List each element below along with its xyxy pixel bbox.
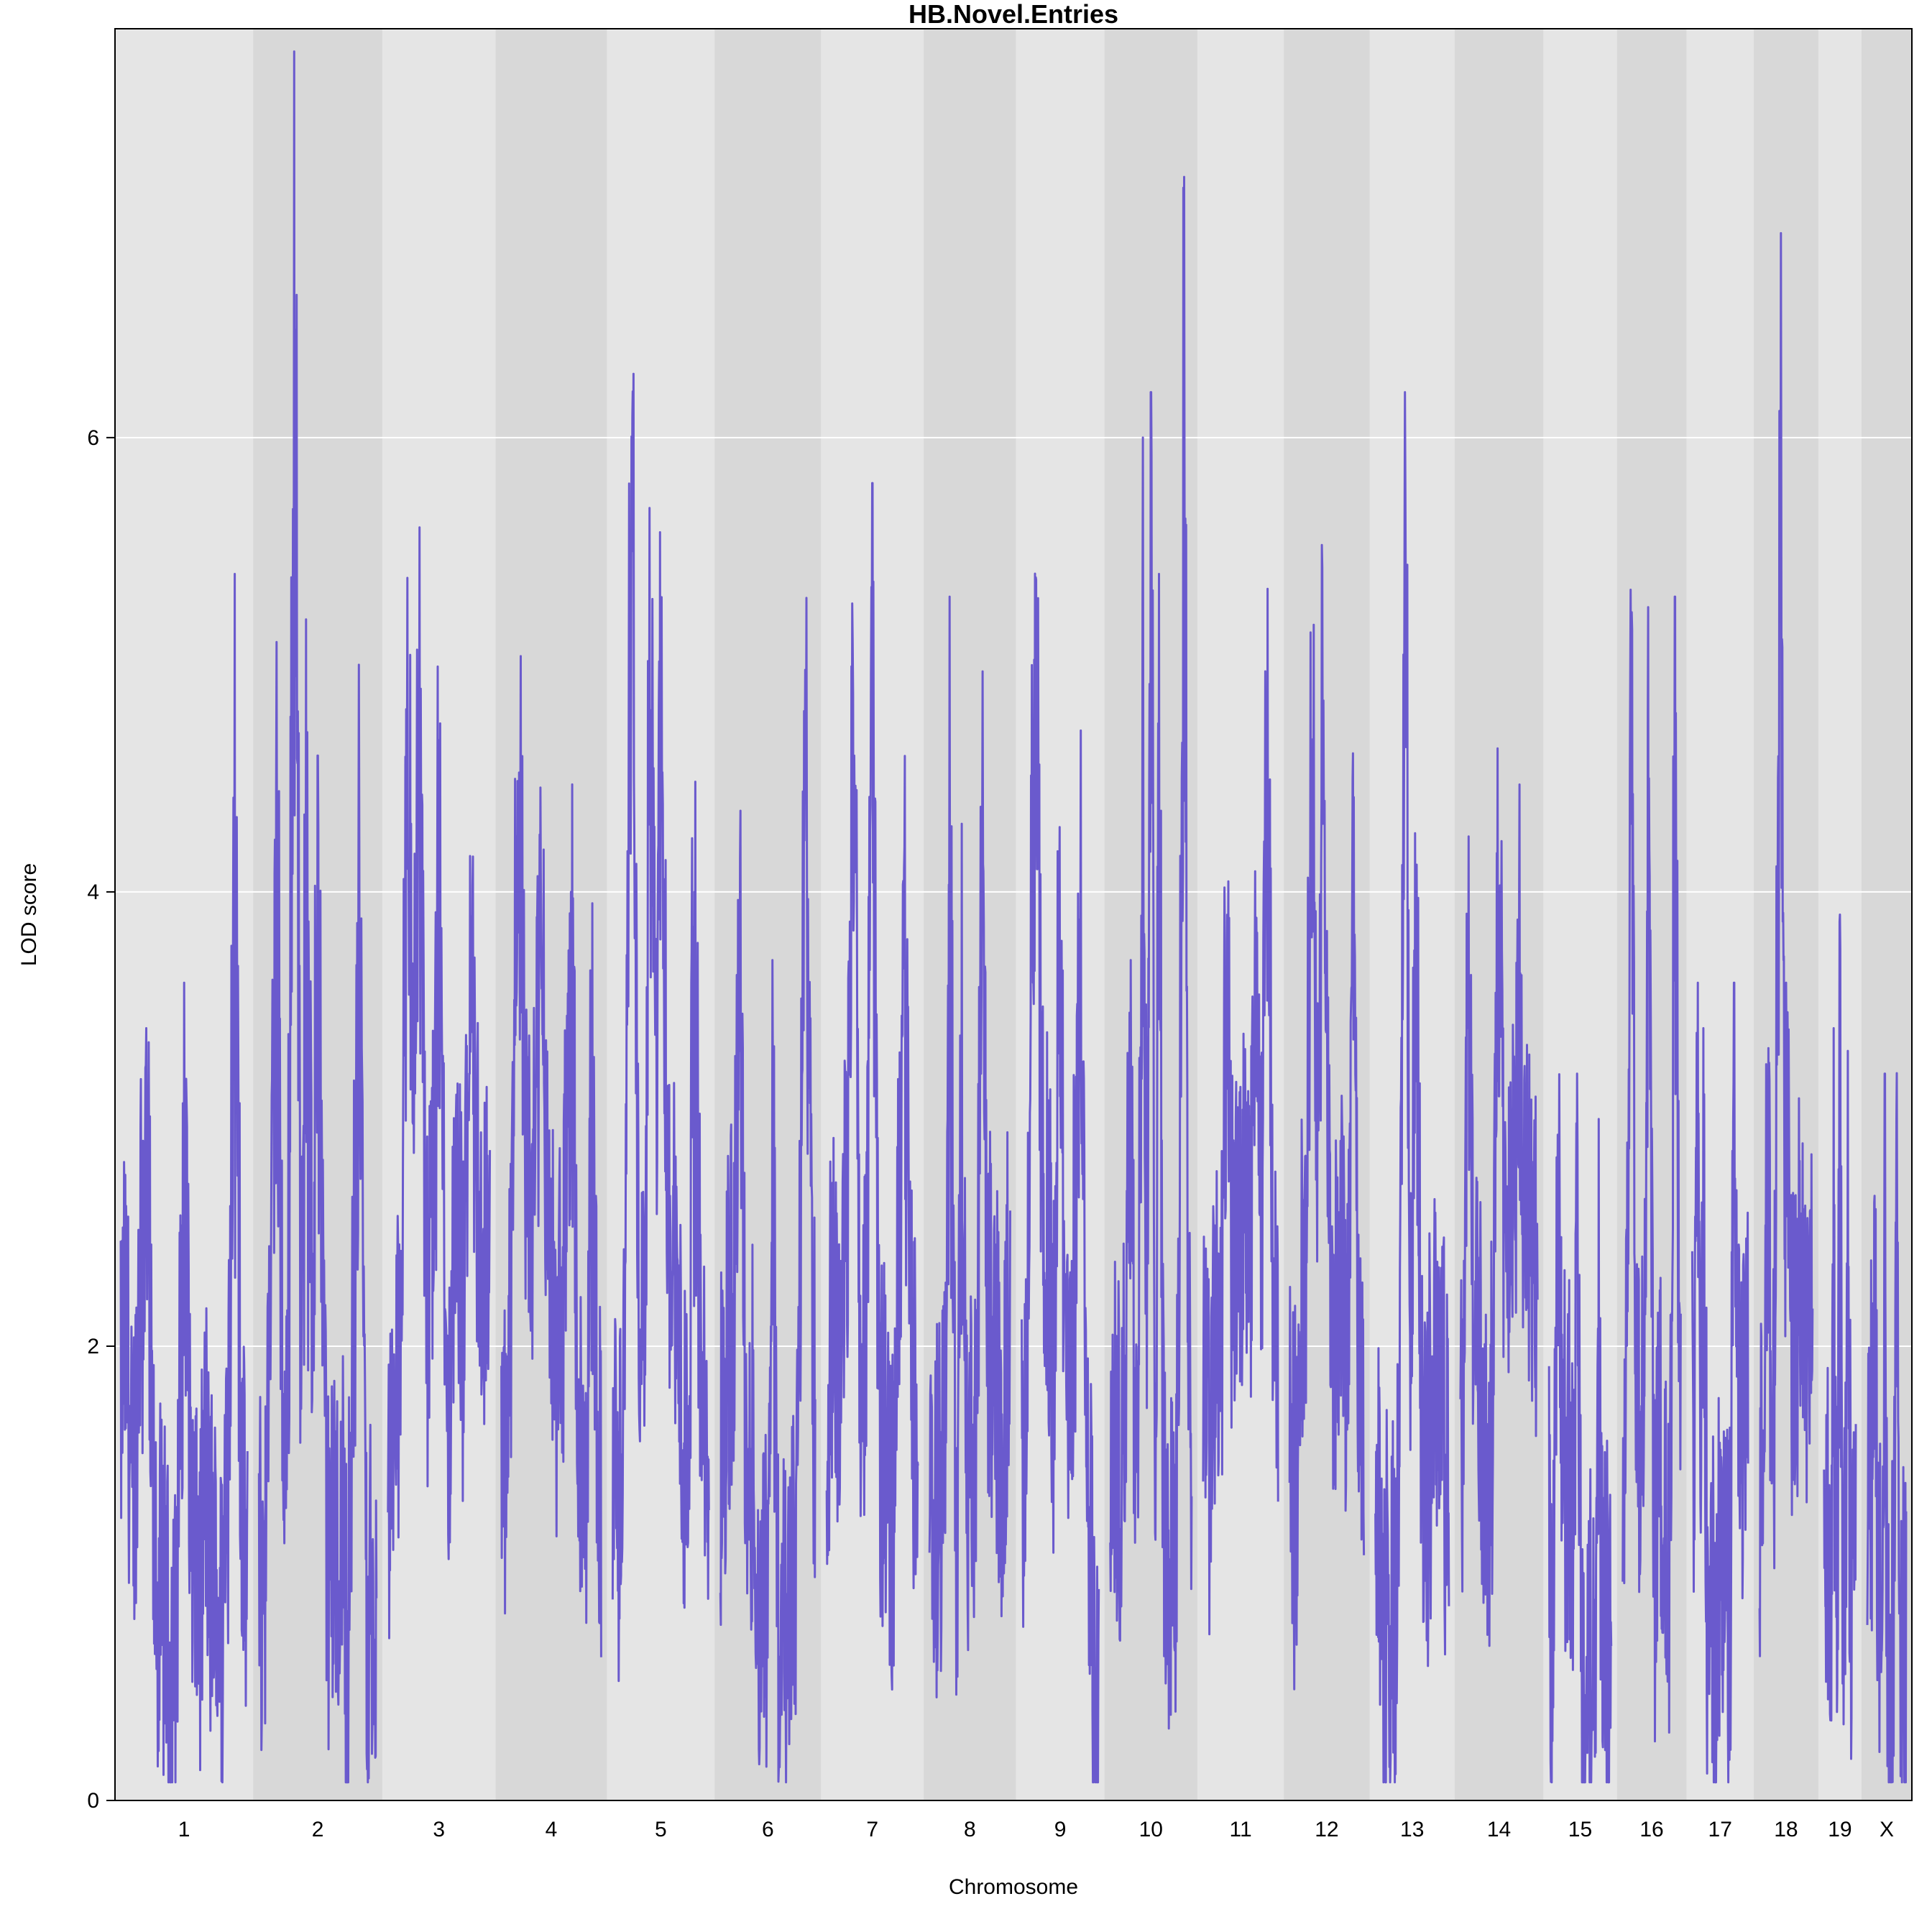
- chromosome-band-7: [821, 29, 924, 1800]
- x-tick-label: 17: [1708, 1818, 1732, 1841]
- lod-line-chr-17: [1690, 981, 1749, 1784]
- lod-line-chr-12: [1288, 543, 1366, 1690]
- lod-line-chr-11: [1202, 587, 1279, 1636]
- x-tick-label: 9: [1054, 1818, 1067, 1841]
- lod-line-chr-X: [1866, 1072, 1908, 1784]
- lod-line-chr-14: [1459, 747, 1539, 1647]
- lod-series: [119, 50, 1908, 1784]
- chromosome-band-18: [1754, 29, 1819, 1800]
- x-tick-label: 10: [1139, 1818, 1163, 1841]
- x-tick-label: X: [1880, 1818, 1894, 1841]
- y-axis-ticks: 0 2 4 6: [87, 426, 115, 1813]
- lod-line-chr-13: [1374, 391, 1450, 1784]
- chart-title: HB.Novel.Entries: [908, 0, 1118, 29]
- y-tick-label: 4: [87, 880, 99, 904]
- x-axis-label: Chromosome: [949, 1875, 1078, 1899]
- x-tick-label: 4: [546, 1818, 558, 1841]
- lod-line-chr-16: [1622, 589, 1682, 1743]
- lod-line-chr-7: [825, 482, 919, 1691]
- x-tick-label: 2: [312, 1818, 324, 1841]
- x-tick-label: 16: [1639, 1818, 1663, 1841]
- x-axis-ticks: 1 2 3 4 5 6 7 8 9 10 11 12 13 14 15 16 17 18 19 X: [178, 1818, 1894, 1841]
- lod-line-chr-15: [1547, 1072, 1613, 1784]
- y-tick-label: 0: [87, 1789, 99, 1813]
- chromosome-bands: [115, 29, 1913, 1800]
- x-tick-label: 18: [1774, 1818, 1798, 1841]
- x-tick-label: 19: [1828, 1818, 1852, 1841]
- x-tick-label: 15: [1568, 1818, 1592, 1841]
- x-tick-label: 6: [762, 1818, 774, 1841]
- lod-line-chr-9: [1021, 572, 1100, 1784]
- x-tick-label: 14: [1487, 1818, 1511, 1841]
- x-tick-label: 12: [1315, 1818, 1338, 1841]
- x-tick-label: 7: [866, 1818, 878, 1841]
- y-tick-label: 2: [87, 1335, 99, 1358]
- lod-line-chr-4: [500, 655, 602, 1657]
- x-tick-label: 13: [1400, 1818, 1424, 1841]
- lod-line-chr-3: [387, 526, 492, 1639]
- y-axis-label: LOD score: [17, 863, 41, 966]
- chromosome-band-4: [495, 29, 607, 1800]
- lod-line-chr-8: [928, 595, 1011, 1698]
- x-tick-label: 8: [964, 1818, 976, 1841]
- x-tick-label: 1: [178, 1818, 190, 1841]
- lod-line-chr-1: [119, 573, 249, 1784]
- plot-frame: [114, 28, 1913, 1801]
- lod-line-chr-19: [1823, 914, 1857, 1760]
- lod-line-chr-2: [257, 50, 378, 1784]
- x-tick-label: 3: [433, 1818, 445, 1841]
- lod-line-chr-10: [1109, 175, 1193, 1730]
- lod-line-chr-5: [611, 372, 710, 1683]
- lod-line-chr-6: [719, 597, 816, 1784]
- y-tick-label: 6: [87, 426, 99, 450]
- x-tick-label: 11: [1229, 1818, 1251, 1841]
- x-tick-label: 5: [655, 1818, 667, 1841]
- lod-line-chr-18: [1758, 231, 1814, 1657]
